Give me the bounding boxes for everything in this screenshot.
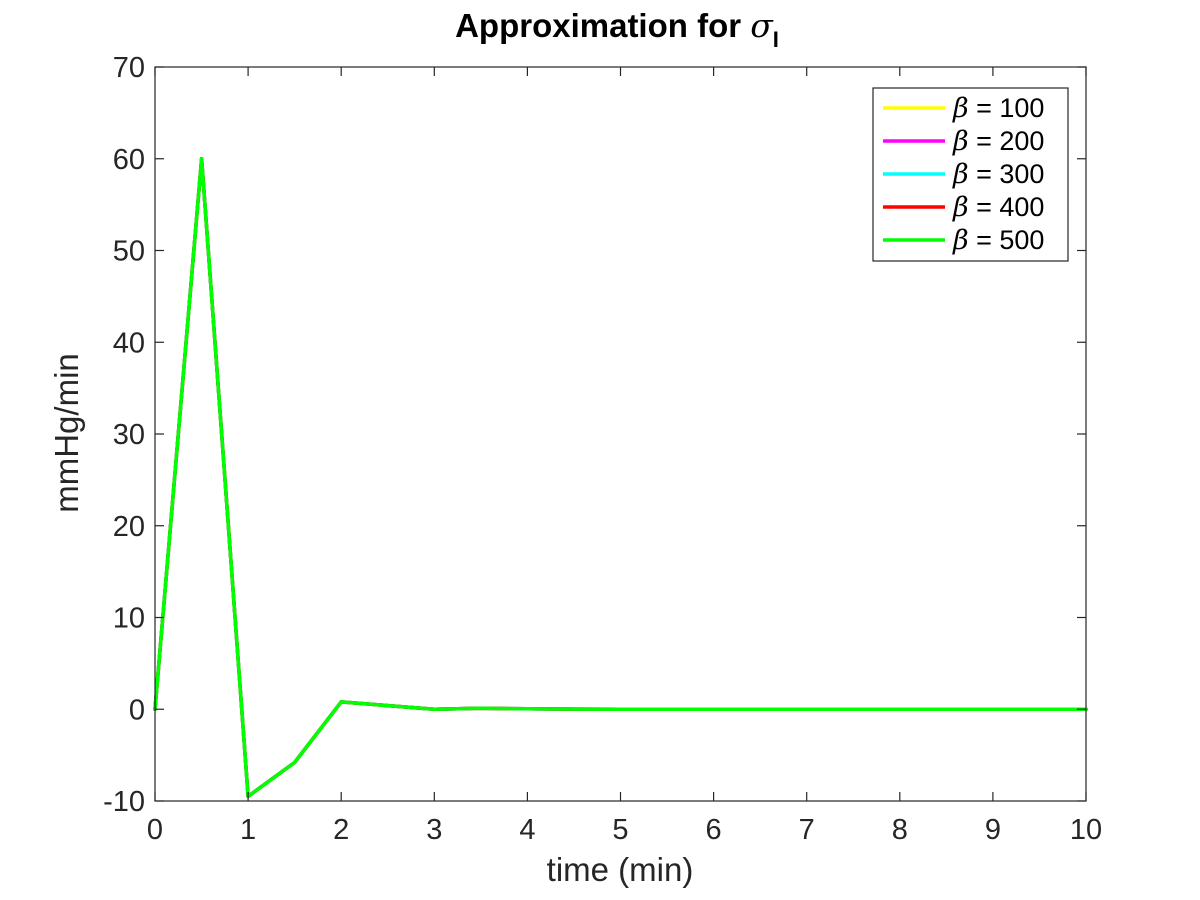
legend-value: = 100 xyxy=(969,93,1045,123)
x-tick-label: 5 xyxy=(612,814,628,846)
y-tick-label: 70 xyxy=(113,52,145,84)
legend-value: = 200 xyxy=(969,126,1045,156)
x-tick-label: 9 xyxy=(985,814,1001,846)
series-layer xyxy=(153,157,1088,799)
chart-title: Approximation for σI xyxy=(455,6,779,52)
legend-symbol: β xyxy=(952,93,969,124)
legend-symbol: β xyxy=(952,192,969,223)
y-tick-label: 50 xyxy=(113,236,145,268)
y-tick-label: 20 xyxy=(113,511,145,543)
chart-title-text: Approximation for xyxy=(455,7,750,44)
legend-label-4: β = 400 xyxy=(952,192,1044,223)
legend-label-1: β = 100 xyxy=(952,93,1044,124)
y-tick-label: 60 xyxy=(113,144,145,176)
legend-symbol: β xyxy=(952,225,969,256)
y-tick-label: 10 xyxy=(113,603,145,635)
y-tick-label: 0 xyxy=(129,694,145,726)
legend-label-2: β = 200 xyxy=(952,126,1044,157)
chart-title-subscript: I xyxy=(773,27,779,52)
series-line-5 xyxy=(153,157,1088,799)
x-tick-label: 3 xyxy=(426,814,442,846)
y-tick-labels: -10 0 10 20 30 40 50 60 70 xyxy=(103,52,145,818)
legend-label-3: β = 300 xyxy=(952,159,1044,190)
x-tick-label: 10 xyxy=(1070,814,1102,846)
x-tick-label: 7 xyxy=(799,814,815,846)
x-tick-labels: 0 1 2 3 4 5 6 7 8 9 10 xyxy=(147,814,1102,846)
chart-title-symbol: σ xyxy=(750,6,774,45)
legend-label-5: β = 500 xyxy=(952,225,1044,256)
legend-value: = 500 xyxy=(969,225,1045,255)
legend-value: = 400 xyxy=(969,192,1045,222)
x-tick-label: 0 xyxy=(147,814,163,846)
y-tick-label: -10 xyxy=(103,786,145,818)
x-tick-label: 2 xyxy=(333,814,349,846)
y-axis-label: mmHg/min xyxy=(48,353,85,513)
x-tick-label: 6 xyxy=(706,814,722,846)
y-tick-label: 40 xyxy=(113,327,145,359)
x-tick-label: 8 xyxy=(892,814,908,846)
tick-marks xyxy=(154,66,1087,802)
legend-symbol: β xyxy=(952,126,969,157)
legend-value: = 300 xyxy=(969,159,1045,189)
x-axis-label: time (min) xyxy=(547,851,694,888)
legend-symbol: β xyxy=(952,159,969,190)
y-tick-label: 30 xyxy=(113,419,145,451)
x-tick-label: 4 xyxy=(519,814,535,846)
x-tick-label: 1 xyxy=(240,814,256,846)
